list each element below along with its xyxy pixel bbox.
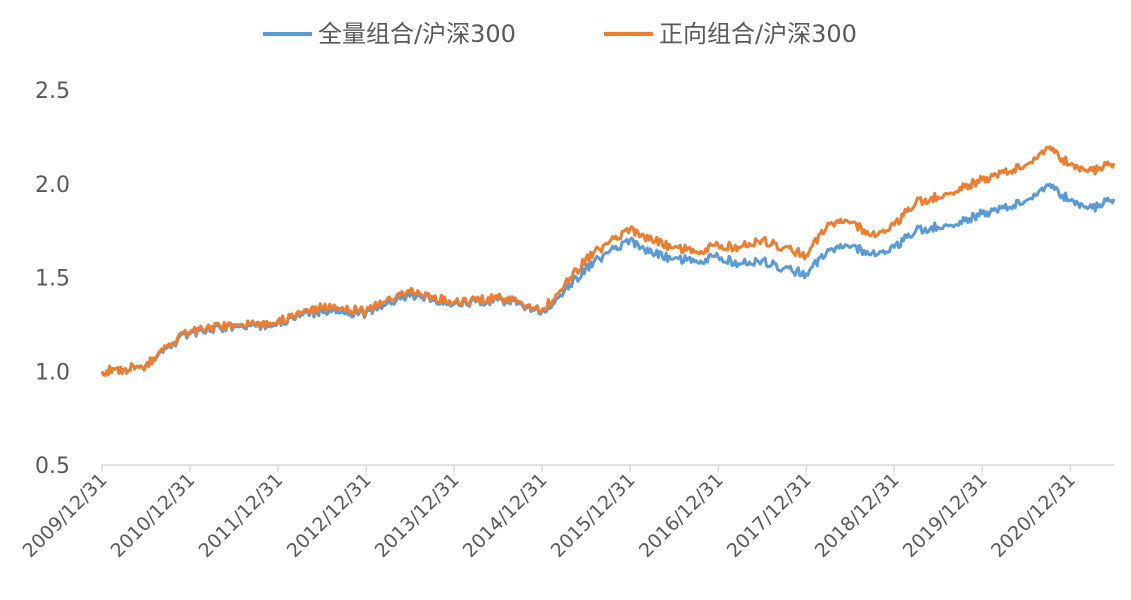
- x-tick-label: 2015/12/31: [547, 469, 640, 562]
- x-tick-label: 2016/12/31: [635, 469, 728, 562]
- x-tick-label: 2013/12/31: [371, 469, 464, 562]
- x-tick-label: 2012/12/31: [283, 469, 376, 562]
- legend: 全量组合/沪深300 正向组合/沪深300: [263, 20, 857, 48]
- series-line-full-portfolio: [100, 182, 1116, 377]
- x-tick-label: 2009/12/31: [19, 469, 112, 562]
- series-line-positive-portfolio: [100, 145, 1116, 377]
- y-tick-label: 1.0: [35, 360, 70, 385]
- x-tick-label: 2017/12/31: [723, 469, 816, 562]
- x-axis: 2009/12/312010/12/312011/12/312012/12/31…: [19, 464, 1114, 562]
- legend-label-full-portfolio: 全量组合/沪深300: [318, 20, 516, 48]
- x-tick-label: 2020/12/31: [987, 469, 1080, 562]
- y-tick-label: 2.0: [35, 173, 70, 198]
- x-tick-label: 2019/12/31: [899, 469, 992, 562]
- y-tick-label: 2.5: [35, 79, 70, 104]
- x-tick-label: 2011/12/31: [194, 469, 287, 562]
- y-tick-label: 1.5: [35, 267, 70, 292]
- legend-label-positive-portfolio: 正向组合/沪深300: [659, 20, 857, 48]
- series-layer: [100, 145, 1116, 377]
- x-tick-label: 2014/12/31: [459, 469, 552, 562]
- y-axis: 0.5 1.0 1.5 2.0 2.5: [35, 79, 70, 479]
- x-tick-label: 2018/12/31: [811, 469, 904, 562]
- y-tick-label: 0.5: [35, 454, 70, 479]
- x-tick-label: 2010/12/31: [107, 469, 200, 562]
